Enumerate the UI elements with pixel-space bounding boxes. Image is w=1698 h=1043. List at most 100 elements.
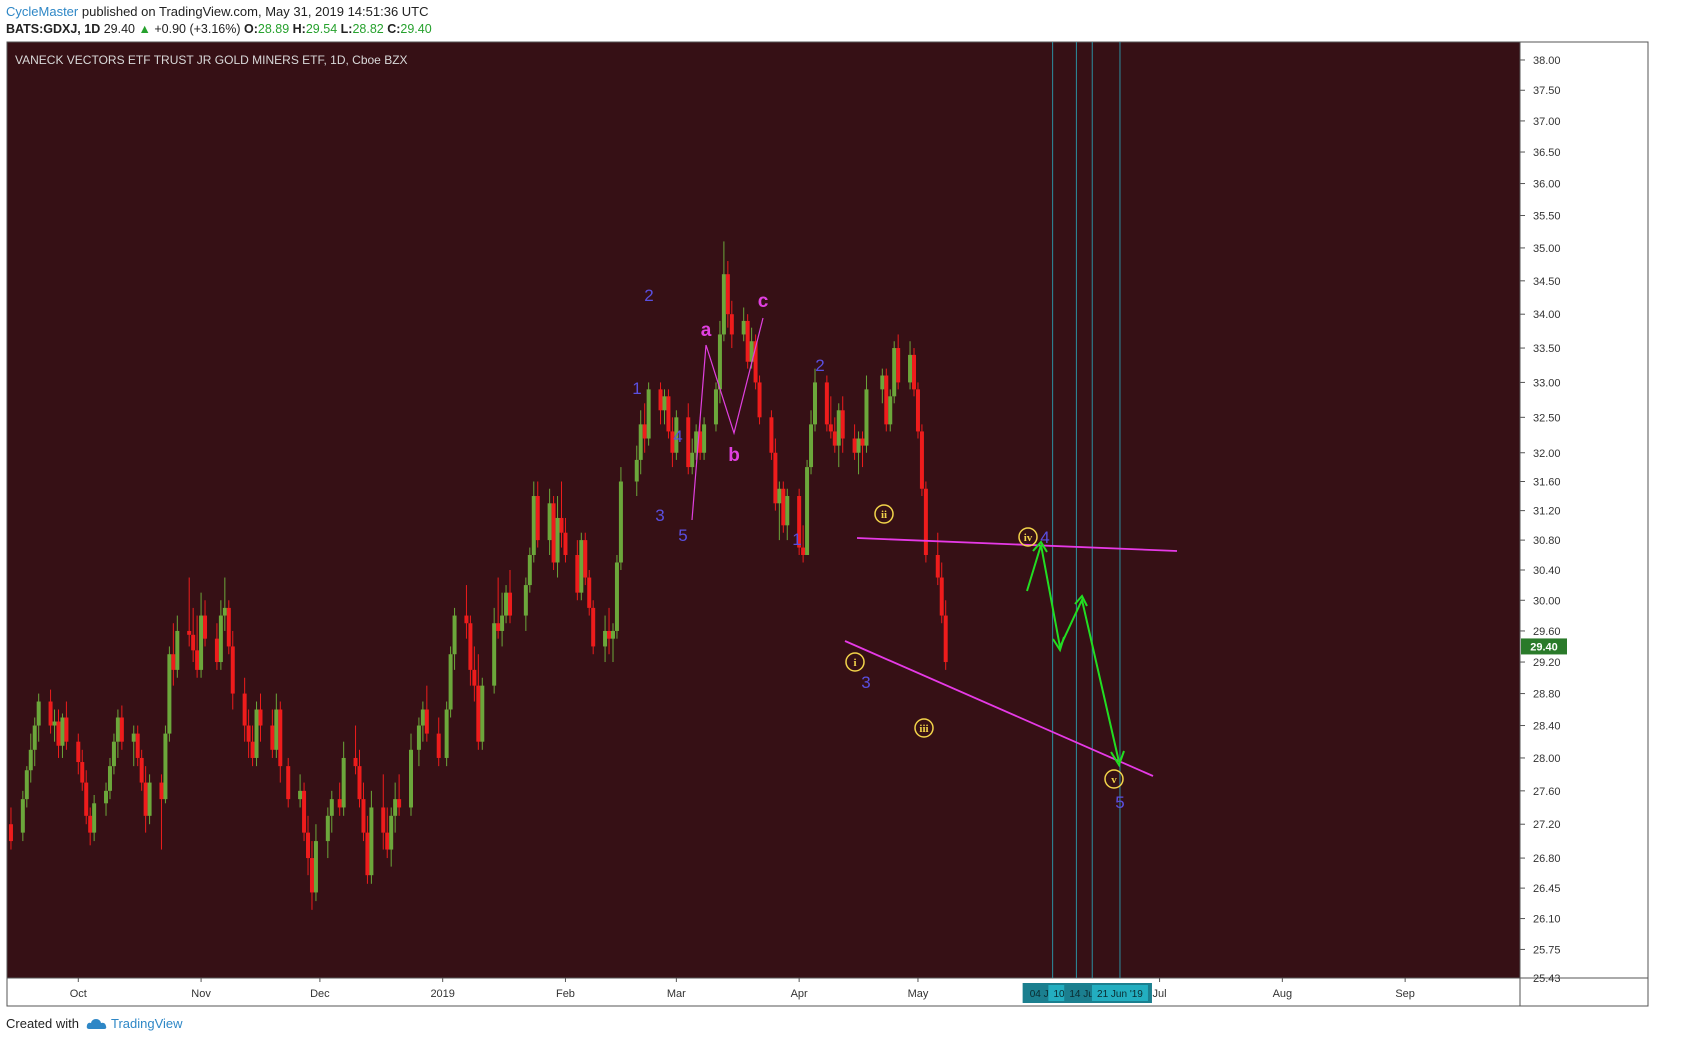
candle-body	[500, 615, 505, 631]
candle-body	[353, 757, 358, 767]
candle-body	[199, 615, 204, 670]
candle-body	[943, 615, 948, 663]
x-tick-label: Mar	[667, 988, 686, 1000]
x-tick-label: Dec	[310, 988, 330, 1000]
candle-body	[527, 555, 532, 586]
footer: Created with TradingView	[6, 1016, 183, 1031]
candle-body	[242, 693, 247, 726]
candle-body	[203, 615, 208, 639]
publish-info: published on TradingView.com, May 31, 20…	[81, 4, 429, 19]
y-tick-label: 31.60	[1533, 477, 1561, 489]
wave-circle-badge	[874, 504, 894, 524]
candle-body	[448, 654, 453, 710]
candle-body	[64, 717, 69, 742]
last-price: 29.40	[103, 22, 135, 36]
candle-body	[864, 389, 869, 446]
candle-body	[531, 496, 536, 556]
candle-body	[535, 496, 540, 541]
candle-body	[563, 532, 568, 556]
candle-body	[607, 630, 612, 639]
candle-body	[860, 438, 865, 446]
candle-body	[610, 630, 615, 639]
author-link[interactable]: CycleMaster	[6, 4, 79, 19]
low-value: 28.82	[352, 22, 384, 36]
candle-body	[832, 431, 837, 446]
y-tick-label: 36.00	[1533, 179, 1561, 191]
y-tick-label: 26.80	[1533, 853, 1561, 865]
candle-body	[472, 669, 477, 686]
candle-body	[88, 815, 93, 833]
y-tick-label: 34.00	[1533, 309, 1561, 321]
candle-body	[171, 654, 176, 670]
candle-body	[729, 314, 734, 335]
candle-body	[785, 496, 790, 526]
candle-body	[313, 841, 318, 893]
candle-body	[559, 517, 564, 533]
candle-body	[662, 396, 667, 411]
candle-body	[809, 424, 814, 468]
x-tick-label: Oct	[70, 988, 87, 1000]
candle-body	[28, 749, 33, 771]
candle-body	[20, 799, 25, 833]
candle-body	[195, 650, 200, 670]
candlestick-chart[interactable]: 38.00 37.50 37.00 36.50 36.00 35.50 35.00 34.50…	[0, 0, 1698, 1010]
candle-body	[258, 709, 263, 726]
candle-body	[674, 417, 679, 453]
candle-body	[670, 431, 675, 453]
candle-body	[416, 725, 421, 750]
candle-body	[492, 623, 497, 686]
low-label: L:	[340, 22, 353, 36]
candle-body	[634, 459, 639, 482]
candle-body	[686, 417, 691, 468]
symbol-label: BATS:GDXJ, 1D	[6, 22, 101, 36]
candle-body	[436, 733, 441, 758]
candle-body	[757, 382, 762, 418]
publish-line: CycleMaster published on TradingView.com…	[6, 4, 429, 19]
wave-circle-badge	[914, 718, 934, 738]
y-tick-label: 30.80	[1533, 535, 1561, 547]
y-tick-label: 33.00	[1533, 377, 1561, 389]
candle-body	[745, 320, 750, 362]
y-tick-label: 37.50	[1533, 85, 1561, 97]
candle-body	[591, 607, 596, 647]
ohlc-line: BATS:GDXJ, 1D 29.40 ▲ +0.90 (+3.16%) O:2…	[6, 22, 432, 36]
candle-body	[119, 717, 124, 742]
candle-body	[912, 354, 917, 390]
candle-body	[717, 334, 722, 390]
candle-body	[341, 757, 346, 808]
candle-body	[309, 858, 314, 893]
close-value: 29.40	[400, 22, 432, 36]
candle-body	[452, 615, 457, 655]
candle-body	[888, 396, 893, 425]
candle-body	[424, 709, 429, 734]
candle-body	[84, 782, 89, 816]
candle-body	[357, 766, 362, 800]
candle-body	[298, 790, 303, 800]
candle-body	[8, 824, 13, 842]
candle-body	[555, 517, 560, 563]
cycle-date-badge	[1091, 985, 1148, 1001]
wave-label-yellow: v	[1111, 774, 1117, 786]
candle-body	[250, 741, 255, 758]
wave-label-blue: 2	[644, 286, 653, 305]
y-tick-label: 33.50	[1533, 343, 1561, 355]
y-tick-label: 31.20	[1533, 506, 1561, 518]
tradingview-link[interactable]: TradingView	[111, 1016, 183, 1031]
candle-body	[302, 790, 307, 833]
projection-arrow-icon	[1032, 540, 1048, 553]
candle-body	[361, 799, 366, 833]
last-price-badge	[1521, 638, 1567, 655]
candle-body	[690, 452, 695, 468]
candle-body	[36, 701, 41, 726]
candle-body	[694, 431, 699, 453]
candle-body	[56, 721, 61, 746]
candle-body	[884, 375, 889, 425]
candle-body	[749, 341, 754, 362]
y-tick-label: 30.00	[1533, 595, 1561, 607]
candle-body	[575, 555, 580, 593]
candle-body	[167, 654, 172, 734]
wave-label-blue: 4	[673, 427, 682, 446]
candle-body	[393, 799, 398, 816]
candle-body	[139, 757, 144, 783]
candle-body	[325, 815, 330, 842]
